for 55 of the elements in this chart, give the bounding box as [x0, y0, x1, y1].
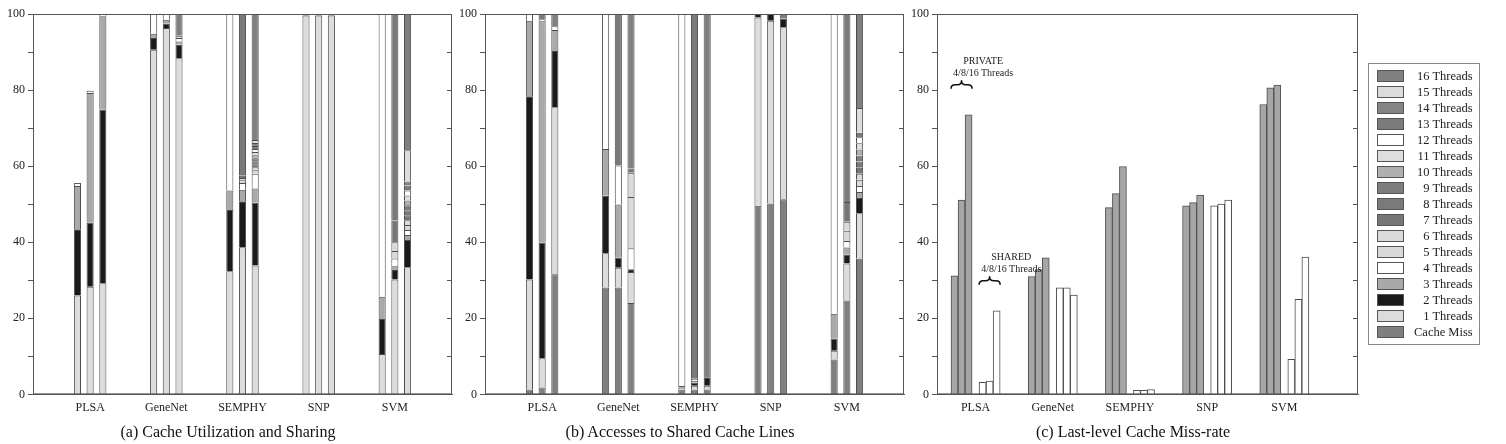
y-tick-label: 80: [13, 82, 25, 97]
annotation: SHARED 4/8/16 Threads: [981, 250, 1042, 274]
y-tick-label: 100: [459, 6, 477, 21]
x-tick-label: GeneNet: [596, 399, 641, 414]
y-tick-label: 100: [911, 6, 929, 21]
x-tick-label: GeneNet: [1031, 399, 1075, 414]
y-tick-label: 60: [917, 158, 929, 173]
y-tick-label: 60: [465, 158, 477, 173]
x-tick-label: SEMPHY: [218, 399, 268, 414]
legend-label: 13 Threads: [1417, 116, 1473, 132]
legend-label: 3 Threads: [1423, 276, 1473, 292]
x-tick-label: PLSA: [527, 399, 558, 414]
x-tick-label: GeneNet: [144, 399, 189, 414]
x-tick-label: SNP: [759, 399, 783, 414]
y-tick-label: 60: [13, 158, 25, 173]
legend-label: 16 Threads: [1417, 68, 1473, 84]
legend-label: 7 Threads: [1423, 212, 1473, 228]
y-tick-label: 0: [19, 386, 25, 401]
x-tick-label: PLSA: [75, 399, 106, 414]
text: 12 Threads: [1417, 132, 1473, 148]
y-tick-label: 20: [917, 310, 929, 325]
legend-label: 2 Threads: [1423, 292, 1473, 308]
legend-label: 15 Threads: [1417, 84, 1473, 100]
x-tick-label: SEMPHY: [1105, 399, 1155, 414]
y-tick-label: 0: [923, 386, 929, 401]
legend-label: 11 Threads: [1417, 148, 1473, 164]
legend-label: 5 Threads: [1423, 244, 1473, 260]
x-tick-label: SVM: [381, 399, 409, 414]
y-tick-label: 80: [465, 82, 477, 97]
legend-label: Cache Miss: [1414, 324, 1473, 340]
legend-label: 10 Threads: [1417, 164, 1473, 180]
legend-label: 9 Threads: [1423, 180, 1473, 196]
x-tick-label: SVM: [833, 399, 861, 414]
y-tick-label: 0: [471, 386, 477, 401]
y-tick-label: 20: [13, 310, 25, 325]
text: (c) Last-level Cache Miss-rate: [1035, 422, 1231, 441]
text: (a) Cache Utilization and Sharing: [120, 422, 336, 441]
text: 4 Threads: [1423, 260, 1473, 276]
x-tick-label: SEMPHY: [670, 399, 720, 414]
y-tick-label: 20: [465, 310, 477, 325]
y-tick-label: 80: [917, 82, 929, 97]
x-tick-label: SNP: [1196, 399, 1219, 414]
x-tick-label: SNP: [307, 399, 331, 414]
y-tick-label: 40: [13, 234, 25, 249]
x-tick-label: SVM: [1271, 399, 1298, 414]
legend-label: 14 Threads: [1417, 100, 1473, 116]
text: (b) Accesses to Shared Cache Lines: [565, 422, 795, 441]
y-tick-label: 40: [917, 234, 929, 249]
x-tick-label: PLSA: [960, 399, 991, 414]
legend-label: 8 Threads: [1423, 196, 1473, 212]
legend-label: 1 Threads: [1423, 308, 1473, 324]
y-tick-label: 100: [7, 6, 25, 21]
legend-label: 6 Threads: [1423, 228, 1473, 244]
y-tick-label: 40: [465, 234, 477, 249]
annotation: PRIVATE 4/8/16 Threads: [953, 54, 1014, 78]
